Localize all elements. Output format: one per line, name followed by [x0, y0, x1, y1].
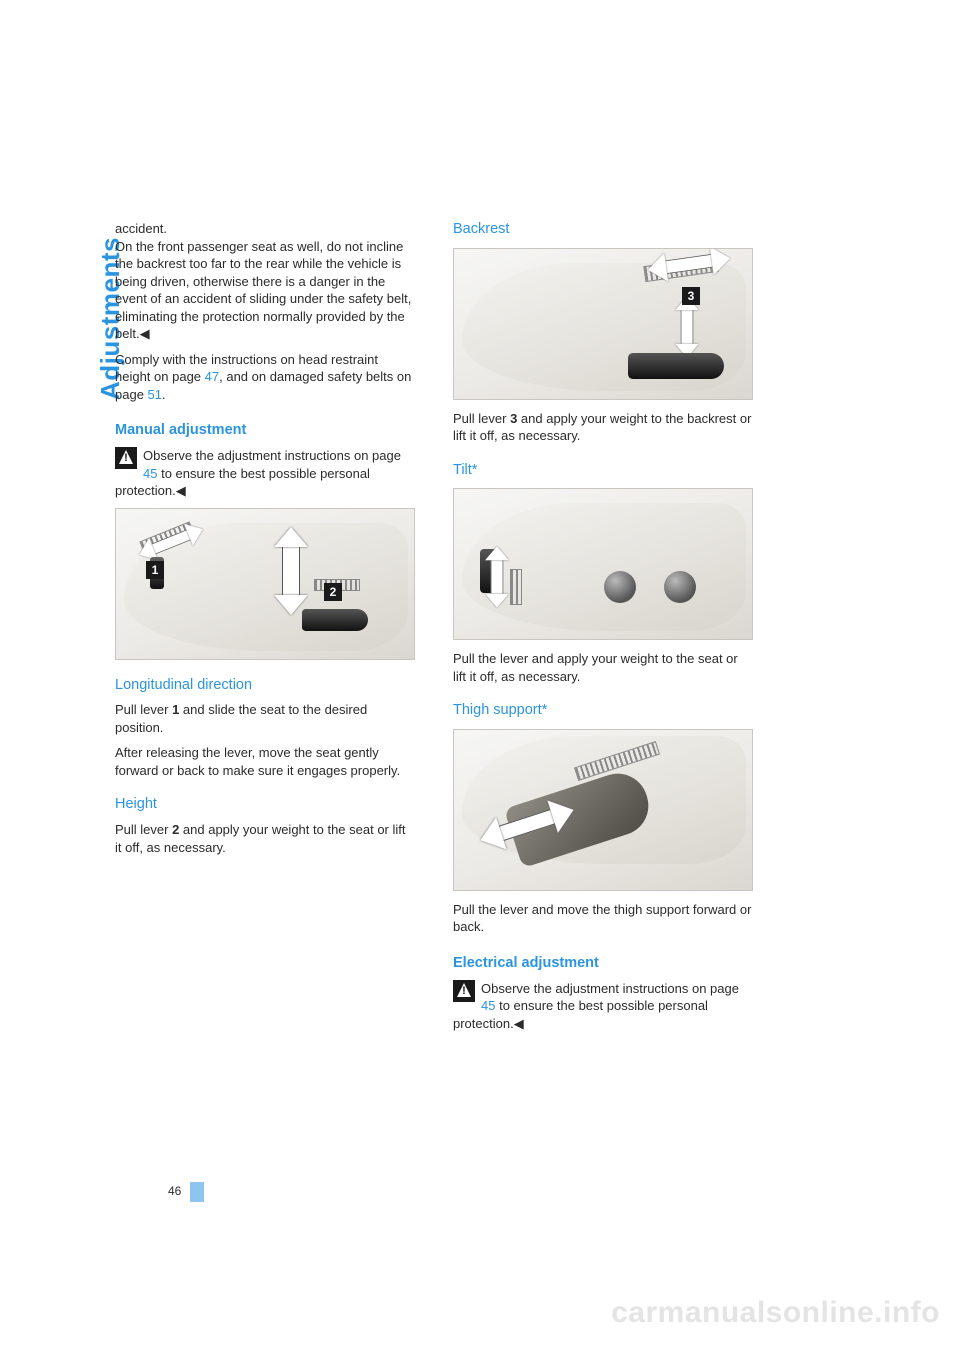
- heading-manual-adjustment: Manual adjustment: [115, 421, 415, 441]
- text: .: [162, 387, 166, 402]
- figure-thigh-support: [453, 729, 753, 891]
- paragraph: After releasing the lever, move the seat…: [115, 744, 415, 779]
- paragraph: Pull the lever and apply your weight to …: [453, 650, 753, 685]
- page-content: accident. On the front passenger seat as…: [115, 220, 840, 1032]
- figure-longitudinal-height: 1 2: [115, 508, 415, 660]
- paragraph: Pull lever 2 and apply your weight to th…: [115, 821, 415, 856]
- warning-text: Observe the adjustment instructions on p…: [115, 447, 415, 500]
- heading-tilt: Tilt*: [453, 461, 753, 481]
- paragraph: Pull the lever and move the thigh suppor…: [453, 901, 753, 936]
- paragraph: Pull lever 1 and slide the seat to the d…: [115, 701, 415, 736]
- text: Pull lever: [453, 411, 510, 426]
- warning-icon: [453, 980, 475, 1002]
- heading-longitudinal: Longitudinal direction: [115, 676, 415, 696]
- warning-icon: [115, 447, 137, 469]
- warning-block: Observe the adjustment instructions on p…: [115, 447, 415, 500]
- page-tab-mark: [190, 1182, 204, 1202]
- end-marker: ◀: [176, 483, 186, 498]
- heading-electrical-adjustment: Electrical adjustment: [453, 954, 753, 974]
- paragraph: accident. On the front passenger seat as…: [115, 220, 415, 343]
- text: Pull lever: [115, 702, 172, 717]
- warning-text: Observe the adjustment instructions on p…: [453, 980, 753, 1033]
- right-column: Backrest 3 Pull lever 3 and apply your w…: [453, 220, 753, 1032]
- watermark: carmanualsonline.info: [611, 1296, 940, 1330]
- text: Pull lever: [115, 822, 172, 837]
- page-link[interactable]: 45: [143, 466, 157, 481]
- page-link[interactable]: 45: [481, 998, 495, 1013]
- heading-thigh-support: Thigh support*: [453, 701, 753, 721]
- page-number: 46: [168, 1184, 181, 1198]
- figure-label-1: 1: [146, 561, 164, 579]
- text: On the front passenger seat as well, do …: [115, 239, 411, 342]
- paragraph: Comply with the instructions on head res…: [115, 351, 415, 404]
- end-marker: ◀: [514, 1016, 524, 1031]
- heading-height: Height: [115, 795, 415, 815]
- figure-label-2: 2: [324, 583, 342, 601]
- text: accident.: [115, 221, 167, 236]
- figure-label-3: 3: [682, 287, 700, 305]
- text: Observe the adjustment instructions on p…: [143, 448, 401, 463]
- page-link[interactable]: 51: [148, 387, 162, 402]
- left-column: accident. On the front passenger seat as…: [115, 220, 415, 1032]
- warning-block: Observe the adjustment instructions on p…: [453, 980, 753, 1033]
- paragraph: Pull lever 3 and apply your weight to th…: [453, 410, 753, 445]
- heading-backrest: Backrest: [453, 220, 753, 240]
- text: Observe the adjustment instructions on p…: [481, 981, 739, 996]
- figure-tilt: [453, 488, 753, 640]
- end-marker: ◀: [140, 326, 150, 341]
- figure-backrest: 3: [453, 248, 753, 400]
- page-link[interactable]: 47: [205, 369, 219, 384]
